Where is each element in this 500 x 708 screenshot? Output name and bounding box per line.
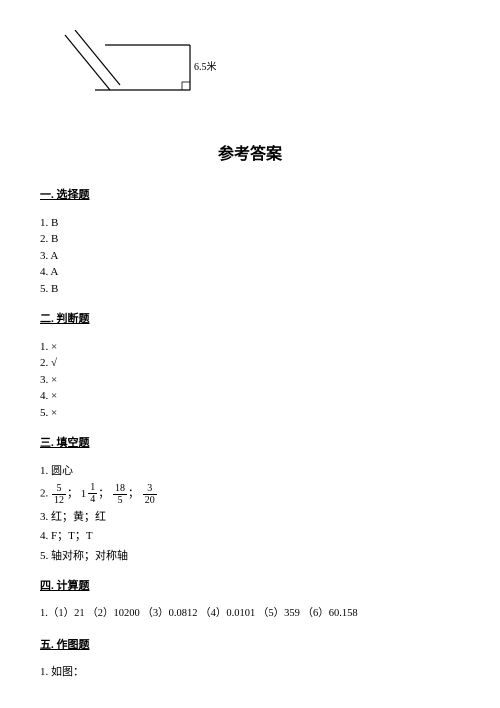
sep-3: ； — [128, 488, 139, 500]
judge-4: 4. × — [40, 388, 460, 405]
section-choice-title: 一. 选择题 — [40, 187, 460, 205]
geometry-diagram: 6.5米 — [60, 30, 460, 112]
sep-1: ； — [67, 488, 78, 500]
choice-2: 2. B — [40, 231, 460, 248]
calc-line: 1.（1）21 （2）10200 （3）0.0812 （4）0.0101 （5）… — [40, 606, 460, 623]
choice-5: 5. B — [40, 281, 460, 298]
fill-4: 4. F；T；T — [40, 528, 460, 545]
diagram-label: 6.5米 — [194, 60, 217, 73]
judge-2: 2. √ — [40, 355, 460, 372]
section-judge-title: 二. 判断题 — [40, 311, 460, 329]
choice-4: 4. A — [40, 264, 460, 281]
section-calc-title: 四. 计算题 — [40, 578, 460, 596]
fill-2-prefix: 2. — [40, 488, 51, 500]
choice-answers: 1. B 2. B 3. A 4. A 5. B — [40, 215, 460, 298]
judge-3: 3. × — [40, 372, 460, 389]
fraction-3: 18 5 — [113, 483, 127, 506]
trapezoid-svg: 6.5米 — [60, 30, 230, 105]
fill-1: 1. 圆心 — [40, 463, 460, 480]
fraction-2: 1 1 4 — [81, 482, 99, 505]
draw-1: 1. 如图： — [40, 664, 460, 681]
fill-2: 2. 5 12 ； 1 1 4 ； 18 5 ； 3 20 — [40, 482, 460, 505]
judge-1: 1. × — [40, 339, 460, 356]
fill-answers: 1. 圆心 2. 5 12 ； 1 1 4 ； 18 5 ； 3 20 3. 红… — [40, 463, 460, 564]
main-title: 参考答案 — [40, 142, 460, 168]
choice-1: 1. B — [40, 215, 460, 232]
judge-5: 5. × — [40, 405, 460, 422]
draw-answers: 1. 如图： — [40, 664, 460, 681]
section-draw-title: 五. 作图题 — [40, 637, 460, 655]
fill-3: 3. 红；黄；红 — [40, 509, 460, 526]
judge-answers: 1. × 2. √ 3. × 4. × 5. × — [40, 339, 460, 422]
fill-5: 5. 轴对称；对称轴 — [40, 548, 460, 565]
section-fill-title: 三. 填空题 — [40, 435, 460, 453]
choice-3: 3. A — [40, 248, 460, 265]
sep-2: ； — [98, 488, 109, 500]
fraction-1: 5 12 — [52, 483, 66, 506]
fraction-4: 3 20 — [143, 483, 157, 506]
